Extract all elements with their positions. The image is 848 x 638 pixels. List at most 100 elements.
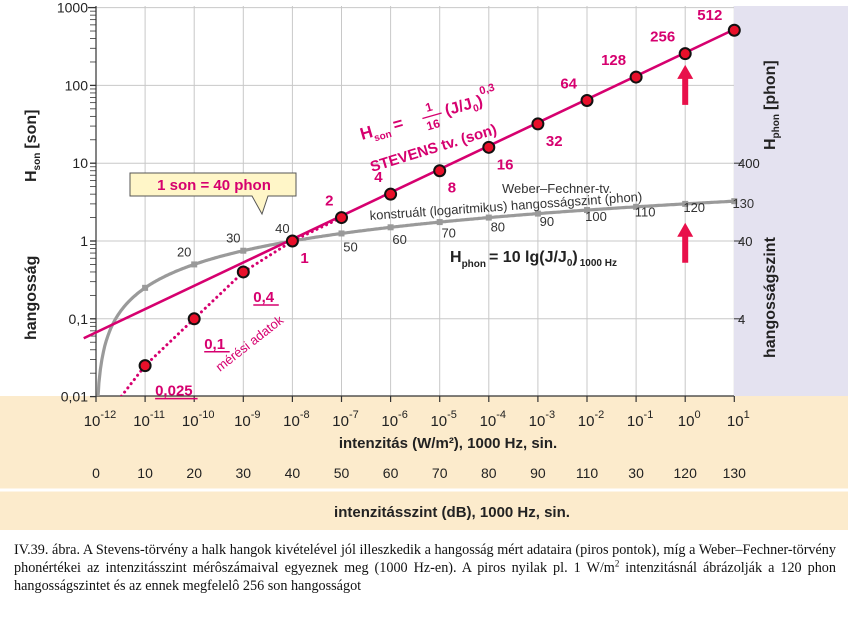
weber-marker (387, 224, 394, 231)
bottom-band (0, 396, 848, 530)
red-arrows (677, 64, 694, 263)
weber-marker (338, 230, 345, 237)
y-tick-label: 1000 (57, 0, 88, 16)
db-tick-label: 110 (576, 465, 599, 481)
db-tick-label: 50 (334, 465, 350, 481)
x-tick-label: 100 (678, 409, 701, 430)
db-tick-label: 80 (481, 465, 497, 481)
data-point (138, 359, 152, 373)
weber-marker (485, 214, 492, 221)
plot-area (96, 6, 734, 396)
data-point (187, 312, 201, 326)
measured-data-curve (119, 216, 343, 396)
x-tick-label: 10-3 (529, 409, 555, 430)
db-tick-label: 30 (236, 465, 252, 481)
x-tick-label: 101 (727, 409, 750, 430)
right-band (734, 6, 848, 396)
weber-marker-label: 50 (343, 239, 357, 254)
red-arrow (677, 222, 694, 263)
data-point-label: 1 (300, 250, 308, 267)
y-ticks: 0,01 0,1 1 10 100 1000 (57, 0, 96, 405)
y-tick-label: 1 (80, 233, 88, 249)
figure-caption: IV.39. ábra. A Stevens-törvény a halk ha… (14, 542, 836, 594)
data-point-label: 0,025 (155, 383, 193, 400)
data-point (580, 93, 594, 107)
db-tick-label: 20 (186, 465, 202, 481)
weber-marker (534, 210, 541, 217)
data-point-label: 8 (448, 180, 456, 197)
db-tick-label: 10 (137, 465, 153, 481)
db-tick-label: 30 (628, 465, 644, 481)
x-tick-label: 10-5 (430, 409, 456, 430)
weber-marker-label: 20 (177, 244, 191, 259)
weber-marker-label: 70 (441, 225, 455, 240)
data-point (335, 211, 348, 225)
weber-marker (436, 219, 443, 226)
data-point (384, 187, 398, 201)
weber-marker (682, 200, 689, 207)
x-tick-label: 10-10 (182, 409, 215, 430)
stevens-line (83, 28, 735, 340)
x-tick-label: 10-8 (283, 409, 309, 430)
x-tick-label: 10-12 (84, 409, 117, 430)
x-tick-label: 10-9 (234, 409, 260, 430)
weber-marker (731, 198, 738, 205)
callout-text: 1 son = 40 phon (157, 177, 271, 194)
data-point-label: 128 (601, 52, 626, 69)
y-axis-main-label: hangosság (23, 256, 40, 340)
data-point-label: 2 (325, 193, 333, 210)
x-tick-label: 10-1 (627, 409, 653, 430)
weber-marker-label: 100 (585, 209, 607, 224)
callout: 1 son = 40 phon (129, 172, 297, 216)
y-tick-label: 0,1 (69, 311, 89, 327)
db-tick-label: 70 (432, 465, 448, 481)
right-ticks: 4 40 400 (734, 156, 760, 327)
data-point-label: 16 (497, 156, 514, 173)
data-point-label: 4 (374, 169, 383, 186)
db-tick-label: 130 (723, 465, 747, 481)
data-point (482, 140, 496, 154)
red-arrow (677, 64, 694, 105)
right-tick-label: 40 (738, 234, 752, 249)
weber-formula: Hphon = 10 lg(J/J0) 1000 Hz (450, 249, 617, 270)
y-tick-label: 10 (72, 155, 88, 171)
data-points: 0,025 0,1 0,4 1 2 4 8 16 32 64 128 256 512 (138, 7, 741, 400)
weber-marker-label: 120 (683, 200, 705, 215)
db-tick-label: 40 (285, 465, 301, 481)
x-tick-label: 10-6 (381, 409, 407, 430)
data-point (433, 164, 447, 178)
y-tick-label: 100 (65, 77, 89, 93)
weber-marker (240, 247, 247, 254)
weber-marker-label: 30 (226, 231, 240, 246)
weber-fechner-curve (96, 199, 734, 396)
weber-marker-label: 90 (540, 214, 554, 229)
db-ticks: 0 10 20 30 40 50 60 70 80 90 110 30 120 130 (92, 465, 746, 481)
svg-text:16: 16 (425, 116, 442, 133)
weber-marker (584, 207, 590, 214)
weber-marker-label: 40 (275, 221, 289, 236)
db-tick-label: 60 (383, 465, 399, 481)
x-axis-level-label: intenzitásszint (dB), 1000 Hz, sin. (334, 504, 570, 521)
right-tick-label: 400 (738, 156, 760, 171)
weber-marker (142, 284, 149, 291)
weber-marker-label: 60 (392, 232, 406, 247)
weber-label-line1: Weber–Fechner-tv. (502, 181, 612, 196)
data-point-label: 0,4 (253, 289, 275, 306)
data-point-label: 256 (650, 29, 675, 46)
weber-marker-label: 130 (732, 196, 754, 211)
data-point-label: 64 (560, 75, 577, 92)
data-point (727, 23, 741, 37)
data-point-label: 512 (697, 7, 722, 24)
weber-marker (633, 203, 640, 210)
right-axis-main-label: hangosságszint (762, 236, 779, 358)
x-ticks: 10-12 10-11 10-10 10-9 10-8 10-7 10-6 10-5 10-4 1… (84, 396, 750, 430)
db-tick-label: 0 (92, 465, 100, 481)
weber-marker-label: 80 (491, 219, 505, 234)
data-point-label: 0,1 (204, 336, 225, 353)
data-point (629, 70, 643, 84)
weber-marker (191, 261, 198, 268)
x-tick-label: 10-11 (133, 409, 165, 430)
data-point (285, 234, 299, 248)
right-tick-label: 4 (738, 312, 745, 327)
